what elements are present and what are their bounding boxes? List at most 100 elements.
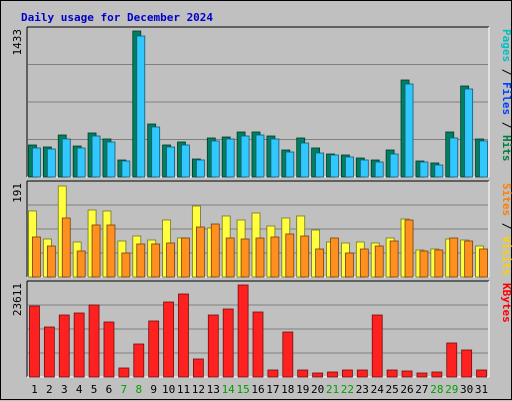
bar-files-day-17 bbox=[270, 138, 280, 178]
bar-files-day-18 bbox=[285, 151, 295, 178]
bar-sites-day-10 bbox=[166, 242, 175, 278]
bar-kbytes-day-30 bbox=[461, 349, 473, 378]
bar-kbytes-day-13 bbox=[207, 314, 219, 378]
day-label-8: 8 bbox=[135, 383, 142, 396]
day-label-1: 1 bbox=[31, 383, 38, 396]
bar-sites-day-9 bbox=[151, 243, 161, 278]
bar-files-day-20 bbox=[315, 152, 325, 178]
bar-kbytes-day-9 bbox=[148, 320, 160, 378]
bar-files-day-3 bbox=[61, 138, 71, 178]
bar-sites-day-22 bbox=[345, 252, 354, 278]
bar-kbytes-day-27 bbox=[416, 372, 428, 378]
legend-entry: Visits bbox=[500, 236, 512, 276]
day-label-30: 30 bbox=[460, 383, 473, 396]
bar-kbytes-day-1 bbox=[29, 305, 40, 378]
bar-files-day-12 bbox=[195, 159, 205, 178]
day-label-25: 25 bbox=[386, 383, 399, 396]
bar-sites-day-28 bbox=[434, 249, 444, 278]
legend-entry: Sites bbox=[500, 183, 512, 216]
bar-files-day-4 bbox=[76, 147, 86, 178]
panel-max-label: 23611 bbox=[11, 283, 24, 316]
bar-sites-day-27 bbox=[419, 250, 429, 278]
bar-files-day-6 bbox=[106, 141, 116, 178]
bar-files-day-19 bbox=[300, 142, 310, 178]
bar-sites-day-30 bbox=[464, 240, 474, 278]
bar-sites-day-16 bbox=[255, 237, 265, 278]
bar-sites-day-31 bbox=[479, 248, 488, 278]
day-label-12: 12 bbox=[192, 383, 205, 396]
day-label-23: 23 bbox=[356, 383, 369, 396]
day-label-18: 18 bbox=[281, 383, 294, 396]
bar-kbytes-day-15 bbox=[237, 284, 249, 378]
day-label-3: 3 bbox=[61, 383, 68, 396]
bar-files-day-29 bbox=[449, 137, 459, 178]
bar-files-day-23 bbox=[359, 159, 369, 178]
day-label-17: 17 bbox=[266, 383, 279, 396]
bar-files-day-28 bbox=[434, 164, 444, 178]
bar-sites-day-2 bbox=[46, 245, 56, 278]
day-label-28: 28 bbox=[430, 383, 443, 396]
bar-kbytes-day-25 bbox=[386, 369, 398, 378]
day-label-14: 14 bbox=[222, 383, 236, 396]
bar-kbytes-day-17 bbox=[267, 369, 279, 378]
bar-kbytes-day-5 bbox=[88, 304, 100, 378]
day-label-22: 22 bbox=[341, 383, 354, 396]
bar-kbytes-day-19 bbox=[297, 369, 309, 378]
bar-sites-day-1 bbox=[32, 236, 41, 278]
day-label-29: 29 bbox=[445, 383, 458, 396]
bar-files-day-5 bbox=[91, 135, 101, 178]
bar-sites-day-14 bbox=[225, 237, 235, 278]
bar-files-day-14 bbox=[225, 138, 235, 178]
legend-entry: / bbox=[500, 62, 512, 82]
bar-kbytes-day-18 bbox=[282, 331, 294, 378]
bar-kbytes-day-7 bbox=[118, 367, 130, 378]
chart-title: Daily usage for December 2024 bbox=[21, 11, 213, 24]
day-label-7: 7 bbox=[121, 383, 128, 396]
day-label-4: 4 bbox=[76, 383, 83, 396]
bar-kbytes-day-29 bbox=[446, 342, 458, 378]
bar-kbytes-day-31 bbox=[476, 369, 487, 378]
bar-kbytes-day-2 bbox=[43, 326, 55, 378]
bar-sites-day-8 bbox=[136, 243, 146, 278]
bar-files-day-11 bbox=[181, 144, 190, 178]
bar-kbytes-day-21 bbox=[327, 371, 338, 378]
bar-files-day-21 bbox=[330, 154, 339, 178]
bar-sites-day-29 bbox=[449, 237, 459, 278]
bar-sites-day-5 bbox=[91, 224, 101, 278]
day-label-16: 16 bbox=[251, 383, 264, 396]
bar-sites-day-4 bbox=[76, 250, 86, 278]
day-label-20: 20 bbox=[311, 383, 324, 396]
bar-files-day-2 bbox=[46, 148, 56, 178]
legend-entry: Hits bbox=[500, 135, 512, 162]
bar-files-day-7 bbox=[121, 160, 131, 178]
bar-sites-day-6 bbox=[106, 224, 116, 278]
day-label-10: 10 bbox=[162, 383, 175, 396]
bar-sites-day-25 bbox=[389, 240, 399, 278]
bar-sites-day-13 bbox=[210, 223, 220, 278]
bar-files-day-31 bbox=[479, 140, 488, 178]
bar-kbytes-day-28 bbox=[431, 371, 443, 378]
bar-sites-day-15 bbox=[240, 238, 250, 278]
day-label-13: 13 bbox=[207, 383, 220, 396]
bar-files-day-26 bbox=[404, 83, 414, 178]
bar-files-day-15 bbox=[240, 135, 250, 178]
bar-sites-day-23 bbox=[359, 248, 369, 278]
bar-kbytes-day-10 bbox=[163, 301, 174, 378]
legend-entry: Pages bbox=[500, 29, 512, 62]
bar-kbytes-day-6 bbox=[103, 321, 115, 378]
bar-kbytes-day-16 bbox=[252, 311, 264, 378]
panel-legend: Pages / Files / Hits bbox=[500, 29, 512, 162]
panel-max-label: 1433 bbox=[11, 29, 24, 56]
bar-kbytes-day-24 bbox=[371, 314, 383, 378]
bar-files-day-24 bbox=[374, 161, 384, 178]
bar-kbytes-day-26 bbox=[401, 370, 413, 378]
day-label-24: 24 bbox=[371, 383, 385, 396]
bar-sites-day-20 bbox=[315, 248, 325, 278]
bar-kbytes-day-12 bbox=[192, 358, 204, 378]
bar-sites-day-17 bbox=[270, 236, 280, 278]
panel-max-label: 191 bbox=[11, 183, 24, 203]
bar-files-day-27 bbox=[419, 161, 429, 178]
day-label-6: 6 bbox=[106, 383, 113, 396]
day-label-26: 26 bbox=[400, 383, 413, 396]
